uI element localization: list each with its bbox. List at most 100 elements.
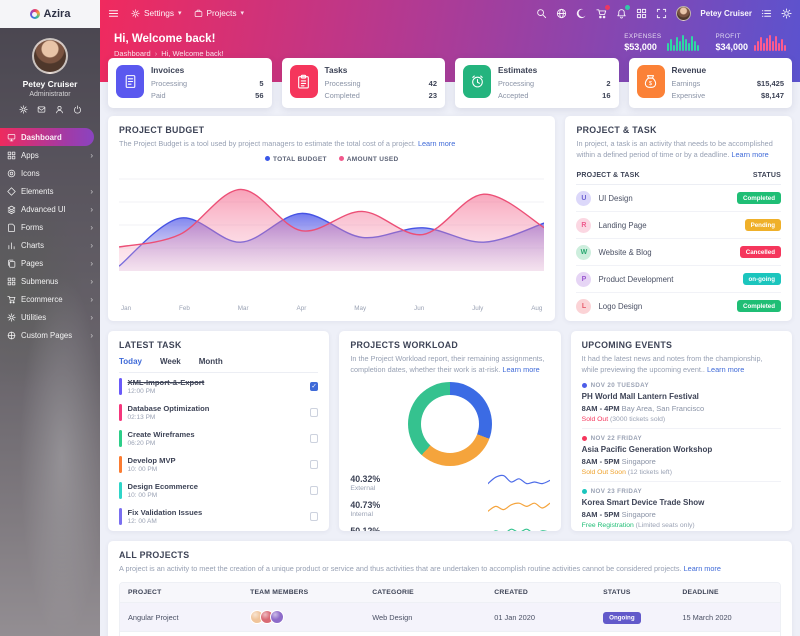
task-item: XML-Import-&-Export 12:00 PM ✓ bbox=[119, 373, 319, 399]
learn-more-link[interactable]: Learn more bbox=[417, 139, 456, 149]
event-item[interactable]: NOV 20 TUESDAY PH World Mall Lantern Fest… bbox=[581, 376, 781, 430]
project-task-row[interactable]: R Landing Page Pending bbox=[576, 212, 781, 240]
settings-gear-icon[interactable] bbox=[781, 7, 792, 19]
project-task-row[interactable]: P Product Development on-going bbox=[576, 266, 781, 294]
task-checkbox[interactable] bbox=[309, 512, 319, 521]
task-item: Create Wireframes 06:20 PM bbox=[119, 425, 319, 451]
cart-icon[interactable] bbox=[596, 4, 611, 19]
expenses-mini-chart bbox=[667, 34, 700, 51]
learn-more-link[interactable]: Learn more bbox=[731, 150, 769, 160]
sidebar-profile: Petey Cruiser Administrator bbox=[0, 28, 100, 122]
sidebar-item-submenus[interactable]: Submenus › bbox=[0, 272, 100, 290]
project-task-row[interactable]: L Logo Design Completed bbox=[576, 293, 781, 319]
sidebar-item-charts[interactable]: Charts › bbox=[0, 236, 100, 254]
mail-icon[interactable] bbox=[37, 105, 46, 114]
event-item[interactable]: NOV 22 FRIDAY Asia Pacific Generation Wor… bbox=[581, 429, 781, 483]
column-header[interactable]: TEAM MEMBERS bbox=[250, 589, 309, 597]
sidebar-item-elements[interactable]: Elements › bbox=[0, 182, 100, 200]
notifications-badge bbox=[625, 4, 631, 10]
search-icon[interactable] bbox=[536, 8, 547, 19]
stat-card-row: Accepted 16 bbox=[498, 90, 611, 100]
sidebar-item-forms[interactable]: Forms › bbox=[0, 218, 100, 236]
brand-logo[interactable]: Azira bbox=[0, 0, 100, 28]
sidebar-item-pages[interactable]: Pages › bbox=[0, 254, 100, 272]
compass-icon bbox=[7, 331, 16, 340]
language-globe-icon[interactable] bbox=[556, 8, 567, 19]
gear-icon bbox=[7, 312, 16, 322]
tab-week[interactable]: Week bbox=[159, 357, 181, 367]
user-icon[interactable] bbox=[55, 105, 64, 114]
workload-stat: 40.73% Internal bbox=[350, 496, 551, 522]
budget-chart-x-axis: Jan Feb Mar Apr May Jun July Aug bbox=[119, 304, 544, 312]
projects-menu[interactable]: Projects ▾ bbox=[194, 8, 244, 18]
task-item: Fix Validation Issues 12: 00 AM bbox=[119, 503, 319, 529]
all-projects-table-header: PROJECT TEAM MEMBERS CATEGORIE CREATED STATU… bbox=[120, 583, 780, 603]
stat-card-estimates: Estimates Processing 2 Accepted 16 bbox=[455, 58, 619, 109]
task-checkbox[interactable]: ✓ bbox=[309, 382, 319, 391]
task-checkbox[interactable] bbox=[309, 434, 319, 443]
fullscreen-icon[interactable] bbox=[656, 8, 667, 19]
sidebar-toggle-icon[interactable] bbox=[761, 8, 772, 19]
settings-menu[interactable]: Settings ▾ bbox=[131, 8, 182, 18]
chevron-right-icon: › bbox=[90, 222, 93, 232]
apps-grid-icon[interactable] bbox=[636, 8, 647, 19]
caret-down-icon: ▾ bbox=[240, 10, 244, 17]
gear-icon[interactable] bbox=[18, 105, 28, 114]
latest-task-tabs: Today Week Month bbox=[119, 357, 319, 374]
invoice-icon bbox=[116, 65, 144, 98]
table-row[interactable]: Angular Project Web Design 01 Jan 2020 Ongo… bbox=[120, 602, 780, 632]
expenses-stat: EXPENSES $53,000 bbox=[624, 33, 700, 52]
power-icon[interactable] bbox=[73, 105, 82, 114]
diamond-icon bbox=[7, 186, 16, 196]
task-checkbox[interactable] bbox=[309, 460, 319, 469]
column-header[interactable]: CREATED bbox=[494, 589, 529, 597]
projects-workload-card: PROJECTS WORKLOAD In the Project Workloa… bbox=[339, 331, 561, 532]
column-header[interactable]: PROJECT bbox=[128, 589, 162, 597]
avatar[interactable] bbox=[32, 38, 68, 74]
topbar-avatar[interactable] bbox=[676, 5, 692, 21]
task-checkbox[interactable] bbox=[309, 408, 319, 417]
topbar: Settings ▾ Projects ▾ Petey Cruiser bbox=[100, 0, 800, 26]
column-header[interactable]: STATUS bbox=[603, 589, 631, 597]
workload-stat: 50.12%Other bbox=[350, 522, 549, 532]
sidebar-item-utilities[interactable]: Utilities › bbox=[0, 308, 100, 326]
clock-icon bbox=[463, 65, 491, 98]
breadcrumb-dashboard[interactable]: Dashboard bbox=[114, 49, 151, 58]
x-axis-label: July bbox=[472, 305, 484, 313]
chevron-right-icon: › bbox=[90, 330, 93, 340]
x-axis-label: Apr bbox=[296, 305, 307, 313]
event-item[interactable]: NOV 23 FRIDAY Korea Smart Device Trade Sh… bbox=[581, 488, 705, 530]
sidebar-item-icons[interactable]: Icons bbox=[0, 164, 100, 182]
sidebar-item-advanced-ui[interactable]: Advanced UI › bbox=[0, 200, 100, 218]
sidebar-item-dashboard[interactable]: Dashboard bbox=[0, 128, 94, 146]
learn-more-link[interactable]: Learn more bbox=[502, 365, 540, 375]
column-header[interactable]: CATEGORIE bbox=[372, 589, 414, 597]
sidebar-item-apps[interactable]: Apps › bbox=[0, 146, 100, 164]
project-task-row[interactable]: U UI Design Completed bbox=[576, 185, 781, 213]
breadcrumb: Dashboard › Hi, Welcome back! bbox=[114, 49, 224, 58]
task-checkbox[interactable] bbox=[309, 486, 319, 495]
expenses-label: EXPENSES bbox=[624, 33, 662, 40]
legend-item[interactable]: TOTAL BUDGET bbox=[264, 156, 327, 163]
learn-more-link[interactable]: Learn more bbox=[707, 365, 745, 375]
brand-name: Azira bbox=[43, 8, 71, 20]
tab-today[interactable]: Today bbox=[119, 357, 142, 367]
chevron-right-icon: › bbox=[90, 150, 93, 160]
tab-month[interactable]: Month bbox=[198, 357, 223, 367]
sidebar-item-ecommerce[interactable]: Ecommerce › bbox=[0, 290, 100, 308]
project-task-row[interactable]: W Website & Blog Cancelled bbox=[576, 239, 781, 267]
legend-item[interactable]: AMOUNT USED bbox=[338, 156, 399, 163]
projects-workload-title: PROJECTS WORKLOAD bbox=[350, 340, 459, 351]
notifications-bell-icon[interactable] bbox=[616, 4, 631, 19]
task-item: Develop MVP 10: 00 PM bbox=[119, 451, 319, 477]
topbar-user-name[interactable]: Petey Cruiser bbox=[700, 8, 752, 18]
chevron-right-icon: › bbox=[90, 186, 93, 196]
x-axis-label: Jun bbox=[414, 305, 425, 313]
column-header[interactable]: DEADLINE bbox=[682, 589, 719, 597]
dark-mode-icon[interactable] bbox=[576, 8, 587, 19]
hamburger-menu-icon[interactable] bbox=[108, 8, 119, 19]
x-axis-label: Aug bbox=[531, 305, 543, 313]
sidebar-item-custom-pages[interactable]: Custom Pages › bbox=[0, 326, 100, 344]
learn-more-link[interactable]: Learn more bbox=[683, 564, 721, 574]
